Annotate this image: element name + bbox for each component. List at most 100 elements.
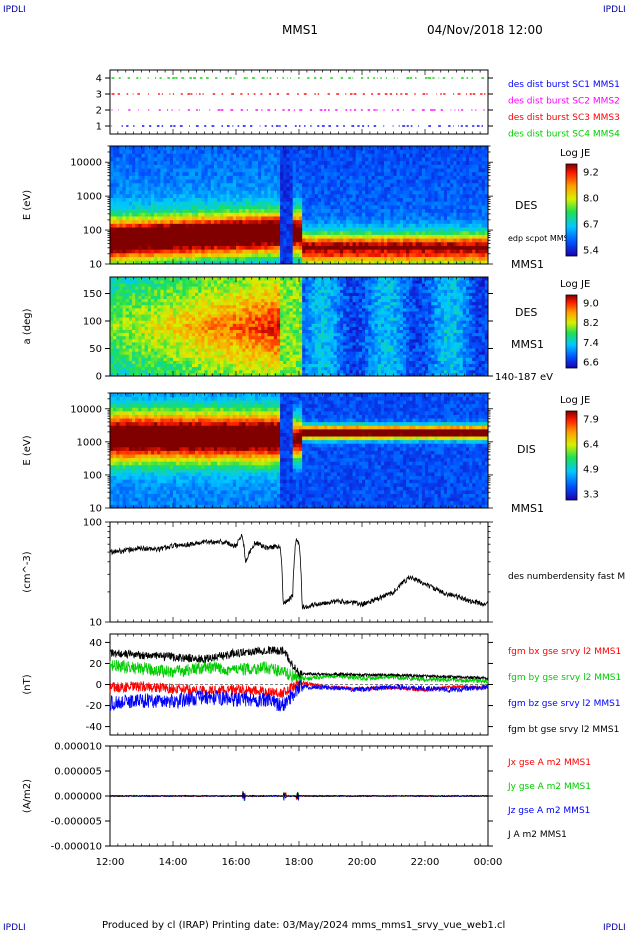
- heatmap-cell-1: [169, 168, 174, 173]
- heatmap-cell-1: [330, 208, 335, 213]
- heatmap-cell-1: [283, 157, 287, 162]
- burst-mark: [299, 109, 303, 111]
- heatmap-cell-2: [144, 366, 149, 371]
- heatmap-cell-2: [169, 329, 174, 334]
- heatmap-cell-1: [273, 223, 278, 228]
- heatmap-cell-2: [135, 277, 139, 281]
- heatmap-cell-1: [390, 205, 394, 210]
- heatmap-cell-1: [428, 160, 432, 165]
- heatmap-cell-1: [289, 216, 294, 221]
- heatmap-cell-1: [210, 160, 215, 165]
- heatmap-cell-1: [431, 249, 435, 254]
- heatmap-cell-1: [339, 227, 344, 232]
- heatmap-cell-1: [141, 149, 146, 154]
- heatmap-cell-1: [402, 157, 407, 162]
- heatmap-cell-1: [374, 238, 379, 243]
- heatmap-cell-1: [339, 164, 344, 169]
- heatmap-cell-1: [113, 212, 117, 217]
- heatmap-cell-1: [198, 190, 202, 195]
- heatmap-cell-1: [251, 190, 256, 195]
- heatmap-cell-1: [179, 223, 183, 228]
- heatmap-cell-1: [173, 223, 177, 228]
- heatmap-cell-1: [317, 223, 322, 228]
- heatmap-cell-1: [220, 238, 224, 243]
- heatmap-cell-1: [311, 223, 316, 228]
- heatmap-cell-1: [195, 164, 199, 169]
- heatmap-cell-1: [317, 182, 322, 187]
- heatmap-cell-1: [210, 182, 215, 187]
- heatmap-cell-1: [330, 164, 335, 169]
- heatmap-cell-2: [122, 311, 127, 315]
- heatmap-cell-1: [132, 157, 136, 162]
- heatmap-cell-2: [163, 280, 168, 284]
- burst-mark: [111, 93, 115, 95]
- heatmap-cell-2: [150, 326, 155, 330]
- heatmap-cell-1: [443, 227, 448, 232]
- heatmap-cell-1: [119, 230, 123, 235]
- heatmap-cell-1: [437, 260, 442, 265]
- heatmap-cell-1: [229, 186, 234, 191]
- heatmap-cell-1: [330, 212, 335, 217]
- heatmap-cell-2: [169, 369, 174, 374]
- heatmap-cell-1: [286, 157, 290, 162]
- heatmap-cell-1: [402, 252, 407, 258]
- heatmap-cell-1: [239, 160, 243, 165]
- heatmap-cell-1: [443, 245, 448, 250]
- heatmap-cell-1: [226, 171, 231, 176]
- heatmap-cell-1: [421, 201, 426, 206]
- heatmap-cell-1: [418, 208, 423, 213]
- heatmap-cell-1: [166, 186, 171, 191]
- heatmap-cell-1: [475, 146, 479, 151]
- heatmap-cell-1: [321, 201, 325, 206]
- heatmap-cell-1: [292, 216, 297, 221]
- heatmap-cell-1: [481, 238, 486, 243]
- heatmap-cell-2: [154, 351, 158, 355]
- heatmap-cell-1: [393, 157, 398, 162]
- heatmap-cell-2: [169, 341, 174, 346]
- heatmap-cell-2: [169, 326, 174, 330]
- heatmap-cell-1: [163, 219, 168, 224]
- heatmap-cell-2: [113, 332, 117, 337]
- heatmap-cell-1: [144, 256, 149, 261]
- heatmap-cell-1: [135, 186, 139, 191]
- heatmap-cell-1: [110, 216, 114, 221]
- heatmap-cell-2: [125, 332, 130, 337]
- heatmap-cell-1: [387, 216, 391, 221]
- heatmap-cell-1: [280, 157, 284, 162]
- heatmap-cell-1: [283, 208, 287, 213]
- heatmap-cell-2: [166, 345, 171, 349]
- heatmap-cell-1: [138, 197, 142, 202]
- heatmap-cell-1: [431, 157, 435, 162]
- heatmap-cell-1: [453, 164, 457, 169]
- heatmap-cell-1: [406, 230, 410, 235]
- heatmap-cell-1: [204, 223, 209, 228]
- heatmap-cell-1: [402, 186, 407, 191]
- heatmap-cell-2: [144, 372, 149, 377]
- heatmap-cell-2: [135, 326, 139, 330]
- heatmap-cell-1: [150, 245, 155, 250]
- heatmap-cell-1: [314, 241, 319, 246]
- heatmap-cell-1: [434, 219, 438, 224]
- heatmap-cell-2: [163, 314, 168, 318]
- heatmap-cell-1: [163, 157, 168, 162]
- burst-mark: [179, 125, 183, 127]
- heatmap-cell-2: [147, 311, 152, 315]
- heatmap-cell-1: [336, 186, 341, 191]
- heatmap-cell-1: [122, 234, 127, 239]
- heatmap-cell-2: [141, 307, 146, 312]
- heatmap-cell-2: [147, 307, 152, 312]
- heatmap-cell-1: [390, 193, 394, 199]
- heatmap-cell-1: [239, 216, 243, 221]
- heatmap-cell-1: [223, 223, 227, 228]
- heatmap-cell-1: [387, 260, 391, 265]
- heatmap-cell-1: [390, 260, 394, 265]
- burst-mark: [411, 109, 415, 111]
- heatmap-cell-1: [431, 234, 435, 239]
- heatmap-cell-1: [242, 168, 246, 173]
- burst-mark: [230, 109, 234, 111]
- heatmap-cell-1: [144, 234, 149, 239]
- heatmap-cell-2: [163, 286, 168, 290]
- heatmap-cell-1: [362, 175, 366, 180]
- heatmap-cell-1: [110, 219, 114, 224]
